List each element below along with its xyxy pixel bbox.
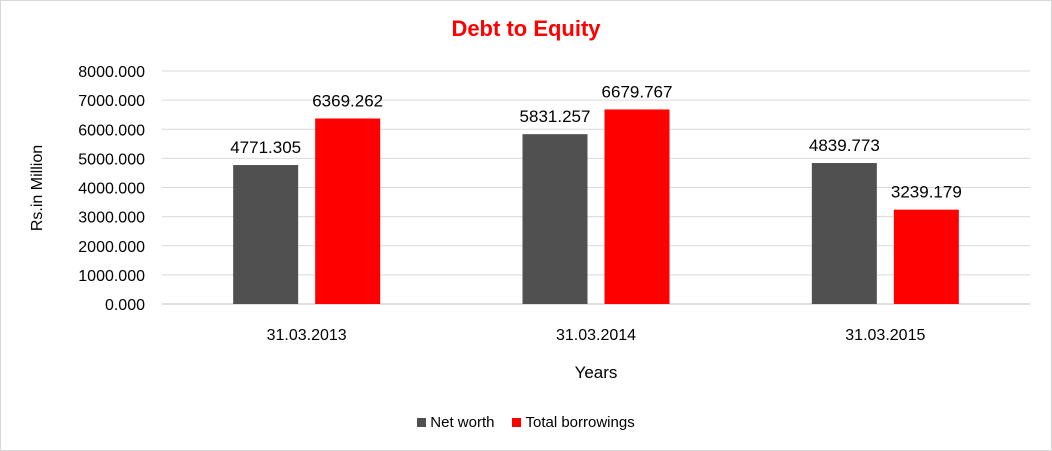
- legend-swatch-net-worth: [417, 418, 427, 427]
- data-label: 3239.179: [891, 183, 962, 202]
- legend-label-net-worth: Net worth: [430, 414, 495, 431]
- bar-total-borrowings: [893, 209, 959, 304]
- chart-legend: Net worth Total borrowings: [0, 414, 1052, 431]
- y-tick-label: 3000.000: [78, 210, 145, 227]
- y-tick-label: 4000.000: [78, 181, 145, 198]
- bar-net-worth: [522, 134, 588, 304]
- legend-label-total-borrowings: Total borrowings: [525, 414, 635, 431]
- chart-title: Debt to Equity: [451, 16, 601, 41]
- bar-total-borrowings: [604, 109, 670, 305]
- legend-swatch-total-borrowings: [512, 418, 522, 427]
- data-label: 5831.257: [520, 107, 591, 126]
- bar-total-borrowings: [315, 118, 381, 305]
- legend-item-total-borrowings: Total borrowings: [512, 414, 635, 431]
- legend-item-net-worth: Net worth: [417, 414, 494, 431]
- x-axis-title: Years: [575, 363, 618, 382]
- bar-net-worth: [811, 163, 877, 304]
- y-tick-label: 5000.000: [78, 151, 145, 168]
- bar-net-worth: [233, 165, 299, 304]
- data-label: 4771.305: [230, 138, 301, 157]
- x-tick-label: 31.03.2015: [845, 327, 925, 344]
- y-tick-label: 7000.000: [78, 93, 145, 110]
- y-tick-label: 6000.000: [78, 122, 145, 139]
- data-label: 6679.767: [602, 82, 673, 101]
- y-tick-label: 0.000: [105, 297, 145, 314]
- x-tick-label: 31.03.2013: [267, 327, 347, 344]
- data-label: 4839.773: [809, 136, 880, 155]
- y-tick-label: 2000.000: [78, 239, 145, 256]
- y-tick-label: 8000.000: [78, 64, 145, 81]
- x-tick-label: 31.03.2014: [556, 327, 636, 344]
- y-axis-title: Rs.in Million: [29, 145, 46, 231]
- data-label: 6369.262: [312, 91, 383, 110]
- y-tick-label: 1000.000: [78, 268, 145, 285]
